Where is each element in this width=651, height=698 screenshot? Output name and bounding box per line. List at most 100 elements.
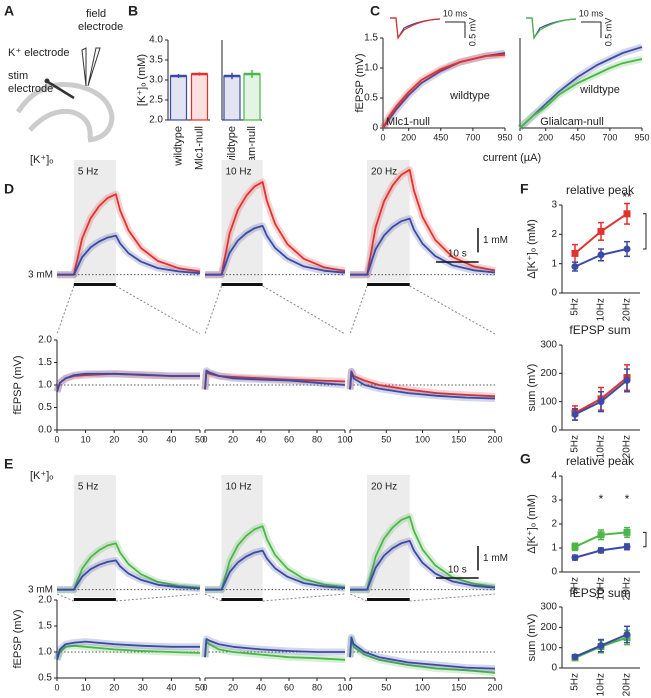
trace-line (205, 225, 346, 276)
inset-trace (390, 17, 441, 40)
trace-line (56, 372, 200, 393)
point (623, 630, 631, 638)
y-tick-label: 100 (540, 396, 557, 407)
series-label: wildtype (579, 84, 620, 96)
connector (349, 285, 368, 335)
y-tick-label: 3 (551, 495, 557, 506)
y-axis-label: Δ[K⁺]ₒ (mM) (526, 219, 538, 278)
y-tick-label: 1 (551, 258, 557, 269)
x-tick-label: 10 (81, 682, 91, 692)
trace-line (350, 515, 496, 591)
category-label: 20Hz (622, 673, 633, 696)
inset-scale-label: 0.5 mV (603, 18, 613, 47)
trace-line (350, 217, 496, 276)
stim-electrode-label: electrode (8, 83, 53, 95)
x-tick-label: 200 (487, 682, 502, 692)
x-tick-label: 150 (451, 434, 466, 444)
trace-line (204, 369, 346, 390)
x-tick-label: 80 (312, 682, 322, 692)
trace-line (57, 193, 201, 276)
point (623, 245, 631, 253)
y-axis-label: fEPSP (mV) (12, 355, 24, 414)
trace-line (519, 58, 643, 129)
bar (223, 75, 241, 121)
y-tick-label: 4.0 (149, 35, 163, 46)
trace-line (204, 371, 346, 390)
connector (262, 285, 346, 335)
y-tick-label: 2.5 (149, 95, 163, 106)
bar (243, 73, 261, 121)
chart-title: relative peak (566, 183, 635, 197)
field-electrode-label: field (86, 8, 106, 20)
category-label: 5Hz (570, 673, 581, 691)
y-tick-label: 200 (540, 622, 557, 633)
stim-electrode (47, 80, 75, 100)
stim-shade (73, 475, 116, 597)
x-tick-label: 60 (284, 434, 294, 444)
category-label: 5Hz (570, 298, 581, 316)
field-electrode (87, 47, 101, 87)
x-tick-label: 700 (465, 132, 480, 142)
trace-line (56, 644, 201, 661)
y-tick-label: 2.0 (38, 335, 52, 346)
trace-line (205, 525, 346, 591)
x-tick-label: 0 (54, 434, 59, 444)
y-tick-label: 100 (540, 642, 557, 653)
y-tick-label: 3.5 (149, 55, 163, 66)
x-tick-label: 950 (497, 132, 512, 142)
scale-label: 10 s (448, 565, 467, 576)
y-tick-label: 4 (551, 471, 557, 482)
stim-bar (221, 598, 263, 601)
y-axis-label: sum (mV) (526, 614, 538, 662)
frequency-label: 10 Hz (225, 167, 251, 178)
significance-bracket (643, 213, 647, 250)
x-tick-label: 20 (228, 434, 238, 444)
stim-bar (73, 283, 116, 286)
point (597, 398, 605, 406)
k-electrode (81, 47, 87, 87)
x-tick-label: 30 (138, 682, 148, 692)
y-tick-label: 200 (540, 368, 557, 379)
baseline-label: 3 mM (28, 269, 53, 280)
category-label: 10Hz (596, 673, 607, 696)
y-tick-label: 0 (551, 425, 557, 436)
connector (115, 593, 201, 602)
panel-label: B (128, 3, 138, 19)
x-tick-label: 950 (634, 132, 649, 142)
y-axis-label: [K⁺]ₒ (mM) (136, 54, 148, 106)
trace-line (56, 640, 200, 661)
y-tick-label: 2 (551, 229, 557, 240)
y-tick-label: 0.0 (38, 425, 52, 436)
series-label: wildtype (449, 90, 490, 102)
chart-title: fEPSP sum (569, 323, 630, 337)
point (571, 410, 579, 418)
stim-shade (221, 160, 263, 282)
y-tick-label: 0.5 (38, 673, 52, 684)
point (597, 227, 605, 235)
x-tick-label: 0 (202, 434, 207, 444)
x-tick-label: 40 (256, 682, 266, 692)
x-tick-label: 0 (347, 682, 352, 692)
stim-bar (367, 598, 410, 601)
trace-line (349, 636, 496, 670)
y-tick-label: 0 (551, 663, 557, 674)
scale-label: 1 mM (483, 235, 508, 246)
connector (409, 593, 496, 602)
trace-line (350, 168, 496, 276)
inset-scale-label: 10 ms (579, 8, 604, 18)
x-tick-label: 20 (109, 434, 119, 444)
connector (204, 593, 222, 602)
trace-label: [K⁺]ₒ (30, 154, 53, 166)
point (571, 249, 579, 257)
stim-bar (73, 598, 116, 601)
x-tick-label: 50 (195, 682, 205, 692)
x-tick-label: 0 (202, 682, 207, 692)
chart-title: relative peak (566, 454, 635, 468)
panel-label: D (4, 181, 14, 197)
frequency-label: 10 Hz (225, 482, 251, 493)
tissue-outline (28, 108, 93, 139)
y-axis-label: Δ[K⁺]ₒ (mM) (526, 494, 538, 553)
significance-mark: * (625, 492, 630, 506)
frequency-label: 5 Hz (78, 482, 99, 493)
stim-electrode-label: stim (8, 70, 28, 82)
